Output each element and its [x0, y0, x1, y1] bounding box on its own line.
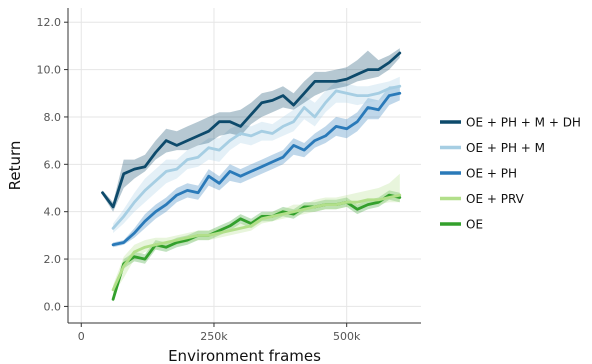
y-axis-title: Return — [6, 141, 24, 191]
line-series-4 — [111, 193, 402, 301]
x-tick-label: 500k — [333, 330, 361, 343]
y-tick-label: 12.0 — [37, 16, 62, 29]
legend-item: OE + PH — [440, 167, 517, 181]
line-series-0 — [101, 51, 402, 209]
y-tick-label: 6.0 — [44, 158, 62, 171]
confidence-bands — [102, 48, 400, 302]
y-tick-label: 0.0 — [44, 300, 62, 313]
x-axis-title: Environment frames — [168, 347, 321, 364]
legend-item: OE + PRV — [440, 192, 525, 206]
legend: OE + PH + M + DH OE + PH + M OE + PH OE + P… — [440, 116, 581, 232]
x-tick-label: 250k — [200, 330, 228, 343]
legend-label: OE + PH — [466, 167, 517, 181]
legend-label: OE + PRV — [466, 192, 525, 206]
line-series-3 — [111, 193, 402, 292]
tick-labels: 0.0 2.0 4.0 6.0 8.0 10.0 12.0 0 250k 500k — [37, 16, 361, 343]
series-lines — [101, 51, 402, 301]
legend-label: OE + PH + M + DH — [466, 116, 581, 130]
band-series-0 — [102, 48, 400, 212]
legend-label: OE — [466, 218, 483, 232]
legend-item: OE — [440, 218, 483, 232]
y-tick-label: 10.0 — [37, 64, 62, 77]
line-series-2 — [111, 91, 402, 247]
x-tick-label: 0 — [78, 330, 85, 343]
band-series-2 — [113, 86, 400, 248]
y-tick-label: 8.0 — [44, 111, 62, 124]
legend-item: OE + PH + M + DH — [440, 116, 581, 130]
axes — [67, 8, 421, 324]
legend-item: OE + PH + M — [440, 141, 545, 155]
line-series-1 — [111, 84, 402, 230]
legend-label: OE + PH + M — [466, 141, 545, 155]
band-series-1 — [113, 76, 400, 233]
y-tick-label: 2.0 — [44, 253, 62, 266]
y-tick-label: 4.0 — [44, 206, 62, 219]
